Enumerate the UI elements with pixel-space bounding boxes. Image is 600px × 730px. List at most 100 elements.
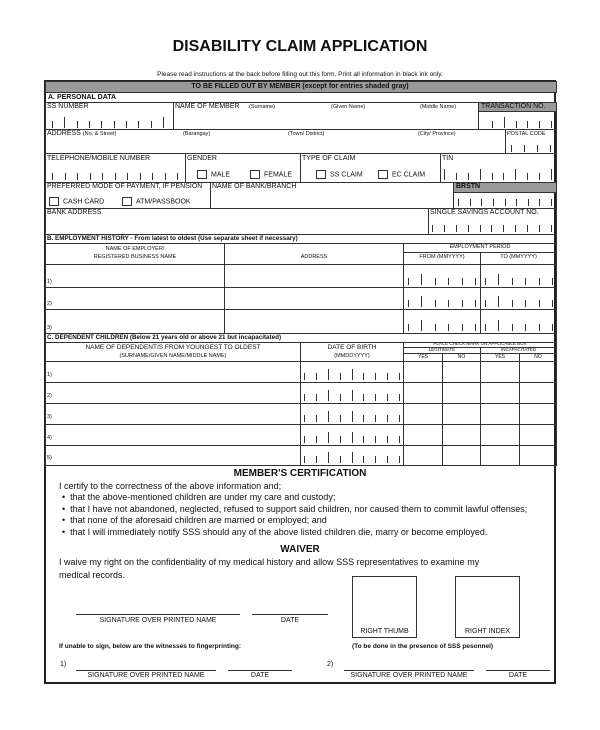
- right-index-label: RIGHT INDEX: [465, 628, 510, 635]
- legit-no-cell[interactable]: [442, 361, 481, 383]
- surname-label: (Surname): [249, 104, 275, 110]
- incap-no-cell[interactable]: [519, 382, 557, 404]
- witness-1-number: 1): [60, 661, 67, 668]
- savings-account-label: SINGLE SAVINGS ACCOUNT NO.: [430, 209, 539, 216]
- digit-boxes: [304, 411, 400, 422]
- dependent-name-cell[interactable]: [45, 361, 301, 383]
- digit-boxes: [52, 117, 164, 128]
- female-label: FEMALE: [264, 171, 293, 179]
- legit-yes-cell[interactable]: [403, 361, 443, 383]
- from-header: FROM (MMYYYY): [419, 254, 465, 260]
- incap-no-cell[interactable]: [519, 424, 557, 446]
- incap-yes-cell[interactable]: [480, 403, 520, 425]
- witness-2-date-line[interactable]: [486, 670, 550, 671]
- incap-yes-cell[interactable]: [480, 445, 520, 466]
- employer-name-cell[interactable]: [45, 287, 225, 310]
- digit-boxes: [304, 452, 400, 463]
- form-banner: TO BE FILLED OUT BY MEMBER (except for e…: [191, 83, 409, 90]
- male-label: MALE: [211, 171, 231, 179]
- legit-yes-cell[interactable]: [403, 424, 443, 446]
- cash-card-label: CASH CARD: [63, 198, 105, 206]
- legitimate-header: LEGITIMATE: [428, 347, 456, 352]
- employment-period-header: EMPLOYMENT PERIOD: [449, 244, 511, 250]
- ec-claim-label: EC CLAIM: [392, 171, 426, 179]
- digit-boxes: [304, 369, 400, 380]
- digit-boxes: [52, 170, 178, 180]
- waiver-heading: WAIVER: [280, 544, 320, 555]
- ss-claim-checkbox[interactable]: SS CLAIM: [316, 170, 363, 179]
- legit-no-cell[interactable]: [442, 424, 481, 446]
- signature-line[interactable]: [76, 614, 240, 615]
- witness-2-date-caption: DATE: [508, 672, 528, 679]
- legit-no-cell[interactable]: [442, 382, 481, 404]
- witness-1-date-caption: DATE: [250, 672, 270, 679]
- bank-address-field[interactable]: [45, 208, 429, 235]
- legit-yes-cell[interactable]: [403, 382, 443, 404]
- dependent-name-cell[interactable]: [45, 403, 301, 425]
- legit-yes-cell[interactable]: [403, 445, 443, 466]
- dependent-name-header: NAME OF DEPENDENT/S FROM YOUNGEST TO OLD…: [85, 344, 261, 351]
- payment-mode-label: PREFERRED MODE OF PAYMENT, IF PENSION: [47, 183, 203, 190]
- atm-passbook-checkbox[interactable]: ATM/PASSBOOK: [122, 197, 191, 206]
- witness-1-date-line[interactable]: [228, 670, 292, 671]
- digit-boxes: [485, 320, 553, 331]
- incap-no-cell[interactable]: [519, 403, 557, 425]
- legit-no-cell[interactable]: [442, 403, 481, 425]
- dependent-name-cell[interactable]: [45, 382, 301, 404]
- to-header: TO (MMYYYY): [500, 254, 537, 260]
- legit-no-cell[interactable]: [442, 445, 481, 466]
- check-note: PLACE CHECK MARK ON APPLICABLE BOX: [433, 341, 527, 346]
- employer-address-cell[interactable]: [224, 309, 404, 334]
- digit-boxes: [492, 117, 552, 128]
- incap-yes-cell[interactable]: [480, 382, 520, 404]
- incap-no-cell[interactable]: [519, 361, 557, 383]
- right-thumb-box: [352, 576, 417, 638]
- male-checkbox[interactable]: MALE: [197, 170, 230, 179]
- employer-address-cell[interactable]: [224, 264, 404, 288]
- witness-1-signature-line[interactable]: [76, 670, 216, 671]
- claim-type-label: TYPE OF CLAIM: [302, 155, 356, 162]
- cash-card-checkbox[interactable]: CASH CARD: [49, 197, 104, 206]
- dependent-row-number: 1): [47, 372, 52, 378]
- right-thumb-label: RIGHT THUMB: [360, 628, 409, 635]
- tin-label: TIN: [442, 155, 454, 162]
- digit-boxes: [408, 320, 476, 331]
- employer-name-cell[interactable]: [45, 309, 225, 334]
- atm-passbook-label: ATM/PASSBOOK: [136, 198, 191, 206]
- digit-boxes: [432, 222, 552, 232]
- waiver-text: I waive my right on the confidentiality …: [59, 557, 480, 580]
- employment-row-number: 3): [47, 325, 52, 331]
- incap-no-header: NO: [534, 354, 542, 360]
- witness-2-signature-line[interactable]: [344, 670, 474, 671]
- digit-boxes: [458, 196, 552, 206]
- dependent-name-cell[interactable]: [45, 445, 301, 466]
- employer-header-2: REGISTERED BUSINESS NAME: [93, 254, 177, 260]
- employer-name-cell[interactable]: [45, 264, 225, 288]
- female-checkbox[interactable]: FEMALE: [250, 170, 292, 179]
- gender-label: GENDER: [187, 155, 217, 162]
- certification-intro: I certify to the correctness of the abov…: [59, 481, 282, 491]
- postal-code-label: POSTAL CODE: [507, 131, 546, 137]
- legit-yes-cell[interactable]: [403, 403, 443, 425]
- digit-boxes: [485, 296, 553, 307]
- employment-row-number: 2): [47, 301, 52, 307]
- witness-1-signature-caption: SIGNATURE OVER PRINTED NAME: [87, 672, 205, 679]
- incap-yes-cell[interactable]: [480, 424, 520, 446]
- date-line[interactable]: [252, 614, 328, 615]
- incapacitated-header: INCAPACITATED: [500, 347, 536, 352]
- dob-format: (MMDDYYYY): [334, 353, 370, 359]
- certification-heading: MEMBER'S CERTIFICATION: [233, 468, 367, 479]
- incap-no-cell[interactable]: [519, 445, 557, 466]
- transaction-no-label: TRANSACTION NO.: [481, 103, 546, 110]
- digit-boxes: [444, 169, 552, 180]
- middle-name-label: (Middle Name): [420, 104, 457, 110]
- legit-no-header: NO: [457, 354, 466, 360]
- dependent-name-cell[interactable]: [45, 424, 301, 446]
- barangay-label: (Barangay): [183, 131, 211, 137]
- ss-claim-label: SS CLAIM: [330, 171, 363, 179]
- witness-note: If unable to sign, below are the witness…: [59, 643, 242, 650]
- ec-claim-checkbox[interactable]: EC CLAIM: [378, 170, 425, 179]
- employer-address-cell[interactable]: [224, 287, 404, 310]
- incap-yes-cell[interactable]: [480, 361, 520, 383]
